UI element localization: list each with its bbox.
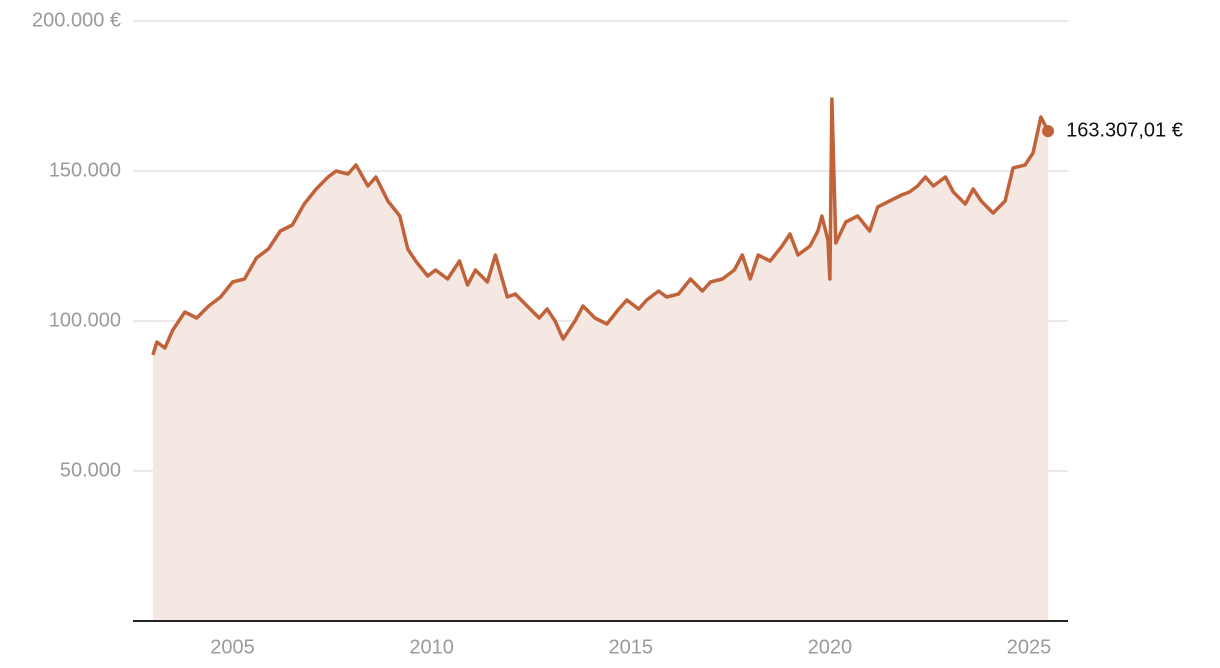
- area: [152, 99, 1049, 621]
- y-tick-label: 50.000: [60, 459, 121, 481]
- end-dot: [1042, 125, 1055, 138]
- y-tick-label: 150.000: [49, 159, 121, 181]
- x-tick-label: 2005: [210, 636, 255, 658]
- y-tick-label: 100.000: [49, 309, 121, 331]
- end-label: 163.307,01 €: [1066, 119, 1183, 141]
- x-tick-label: 2025: [1007, 636, 1052, 658]
- y-tick-label: 200.000 €: [32, 9, 121, 31]
- line: [151, 97, 1050, 356]
- x-tick-label: 2020: [808, 636, 853, 658]
- x-tick-label: 2015: [609, 636, 654, 658]
- x-tick-label: 2010: [409, 636, 454, 658]
